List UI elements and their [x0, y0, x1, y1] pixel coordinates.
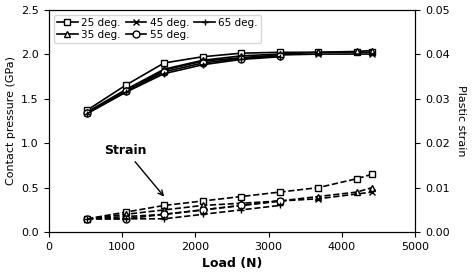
Text: Strain: Strain — [104, 144, 163, 195]
Legend: 25 deg., 35 deg., 45 deg., 55 deg., 65 deg.: 25 deg., 35 deg., 45 deg., 55 deg., 65 d… — [54, 15, 261, 43]
X-axis label: Load (N): Load (N) — [202, 258, 262, 270]
Y-axis label: Plastic strain: Plastic strain — [456, 85, 466, 156]
Y-axis label: Contact pressure (GPa): Contact pressure (GPa) — [6, 56, 16, 185]
